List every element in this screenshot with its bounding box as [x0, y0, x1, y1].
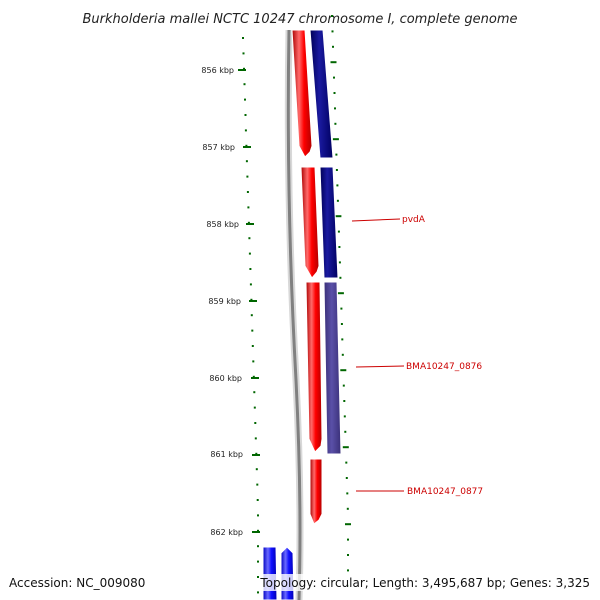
- gene-label-bma10247-0876[interactable]: BMA10247_0876: [355, 362, 482, 372]
- scale-tick-859: 859 kbp: [208, 297, 257, 306]
- footer-accession-backdrop: [5, 574, 151, 591]
- scale-tick-861: 861 kbp: [210, 450, 260, 459]
- cds-forward-feature[interactable]: [309, 458, 323, 525]
- footer-topology: Topology: circular; Length: 3,495,687 bp…: [259, 576, 590, 590]
- tick-label-861: 861 kbp: [210, 450, 243, 459]
- scale-tick-858: 858 kbp: [206, 220, 254, 229]
- forward-cds-features: [291, 29, 323, 525]
- scale-tick-857: 857 kbp: [202, 143, 251, 152]
- gene-lane-feature[interactable]: [262, 546, 278, 600]
- gene-label-bma10247-0877[interactable]: BMA10247_0877: [356, 487, 483, 497]
- cds-forward-feature[interactable]: [305, 281, 323, 453]
- footer-topology-backdrop: [259, 574, 597, 591]
- cds-forward-feature[interactable]: [291, 29, 313, 158]
- scale-tick-862: 862 kbp: [210, 528, 260, 537]
- cds-reverse-feature[interactable]: [309, 29, 334, 159]
- scale-tick-860: 860 kbp: [209, 374, 259, 383]
- gene-lane-feature[interactable]: [280, 546, 295, 600]
- tick-label-859: 859 kbp: [208, 297, 241, 306]
- inner-tick-track: [242, 37, 259, 594]
- cds-forward-feature[interactable]: [300, 166, 320, 279]
- gene-label-pvdA[interactable]: pvdA: [351, 215, 426, 225]
- cds-reverse-feature[interactable]: [319, 166, 339, 279]
- chromosome-backbone-core: [286, 29, 302, 600]
- footer-accession: Accession: NC_009080: [9, 576, 145, 590]
- gene-lane-features: [262, 546, 295, 600]
- cds-other-feature[interactable]: [323, 281, 342, 455]
- reverse-cds-features: [309, 29, 342, 455]
- scale-ticks: 856 kbp 857 kbp 858 kbp 859 kbp 860 kbp …: [201, 66, 260, 537]
- gene-label-text[interactable]: BMA10247_0876: [406, 362, 482, 372]
- tick-label-856: 856 kbp: [201, 66, 234, 75]
- gene-label-text[interactable]: BMA10247_0877: [407, 487, 483, 497]
- tick-label-860: 860 kbp: [209, 374, 242, 383]
- tick-label-862: 862 kbp: [210, 528, 243, 537]
- map-title: Burkholderia mallei NCTC 10247 chromosom…: [82, 12, 517, 27]
- scale-tick-856: 856 kbp: [201, 66, 246, 75]
- gene-label-text[interactable]: pvdA: [402, 215, 426, 225]
- tick-label-858: 858 kbp: [206, 220, 239, 229]
- tick-label-857: 857 kbp: [202, 143, 235, 152]
